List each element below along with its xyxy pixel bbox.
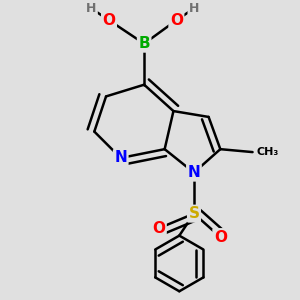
Text: S: S xyxy=(188,206,200,221)
Text: B: B xyxy=(138,36,150,51)
Text: N: N xyxy=(114,151,127,166)
Text: CH₃: CH₃ xyxy=(257,147,279,157)
Text: N: N xyxy=(188,165,200,180)
Text: O: O xyxy=(103,13,116,28)
Text: O: O xyxy=(152,221,165,236)
Text: O: O xyxy=(170,13,183,28)
Text: H: H xyxy=(86,2,97,15)
Text: H: H xyxy=(189,2,199,15)
Text: O: O xyxy=(214,230,227,244)
